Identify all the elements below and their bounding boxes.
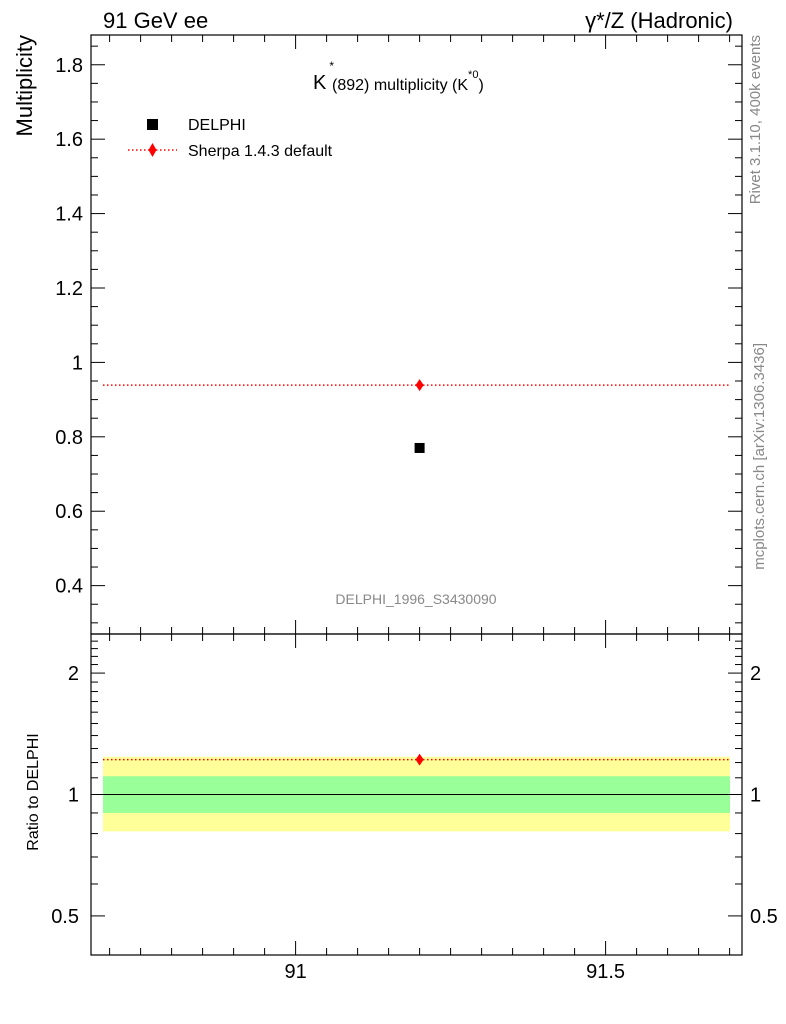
main-y-tick-label: 1.2	[55, 278, 83, 300]
analysis-id-label: DELPHI_1996_S3430090	[335, 591, 496, 607]
main-y-axis-label: Multiplicity	[12, 35, 37, 136]
ratio-y-tick-label: 2	[68, 663, 79, 685]
main-tick-labels: 0.4 0.6 0.8 1 1.2 1.4 1.6 1.8	[55, 55, 83, 598]
main-y-tick-label: 0.8	[55, 427, 83, 449]
main-y-tick-label: 1.4	[55, 204, 83, 226]
x-tick-label: 91	[284, 961, 306, 983]
ratio-y-tick-label: 1	[68, 785, 79, 807]
legend-sherpa-marker	[148, 143, 157, 157]
main-panel: 0.4 0.6 0.8 1 1.2 1.4 1.6 1.8 Multiplicity K* (8…	[12, 34, 743, 955]
ratio-y-axis-label: Ratio to DELPHI	[25, 733, 42, 850]
title-end: )	[478, 77, 483, 94]
header-right-title: γ*/Z (Hadronic)	[585, 8, 733, 33]
title-sup: *0	[468, 69, 478, 81]
chart-title: K* (892) multiplicity (K*0)	[313, 59, 484, 94]
ratio-marks	[103, 753, 730, 795]
ratio-y-tick-label-right: 0.5	[750, 906, 778, 928]
legend: DELPHI Sherpa 1.4.3 default	[128, 117, 333, 160]
ratio-y-tick-label: 0.5	[51, 906, 79, 928]
main-y-tick-label: 1.6	[55, 129, 83, 151]
main-y-tick-label: 1.8	[55, 55, 83, 77]
ratio-sherpa-point	[415, 753, 424, 766]
delphi-point	[414, 442, 425, 453]
ratio-tick-labels: 0.5 0.5 1 1 2 2 91 91.5	[51, 663, 778, 983]
sherpa-point	[415, 379, 424, 392]
main-marks	[103, 379, 730, 453]
main-ticks	[91, 35, 742, 955]
header-left-title: 91 GeV ee	[103, 8, 208, 33]
main-y-tick-label: 1	[72, 352, 83, 374]
rivet-version-label: Rivet 3.1.10, 400k events	[747, 35, 764, 204]
main-y-tick-label: 0.6	[55, 501, 83, 523]
title-star: *	[329, 59, 334, 73]
x-tick-label: 91.5	[586, 961, 625, 983]
main-y-tick-label: 0.4	[55, 576, 83, 598]
legend-delphi-marker	[147, 119, 158, 130]
ratio-ticks	[91, 640, 742, 917]
ratio-panel: 0.5 0.5 1 1 2 2 91 91.5 Ratio to DELPHI	[25, 633, 778, 983]
title-mid: (892) multiplicity (K	[332, 77, 468, 94]
mcplots-label: mcplots.cern.ch [arXiv:1306.3436]	[751, 343, 768, 570]
ratio-y-tick-label-right: 1	[750, 785, 761, 807]
ratio-y-tick-label-right: 2	[750, 663, 761, 685]
title-k: K	[313, 72, 327, 94]
legend-delphi-label: DELPHI	[188, 117, 246, 134]
legend-sherpa-label: Sherpa 1.4.3 default	[188, 143, 333, 160]
